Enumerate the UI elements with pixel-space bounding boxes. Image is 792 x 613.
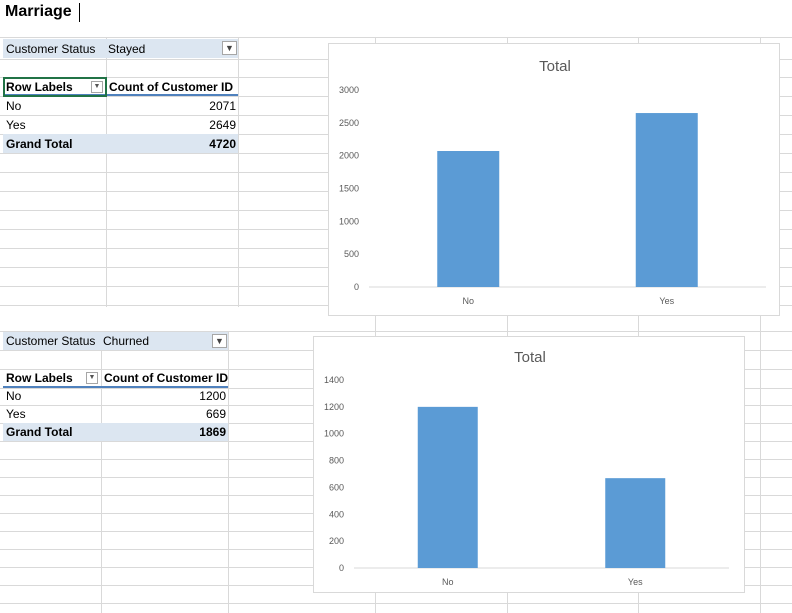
x-category-label: Yes: [628, 577, 643, 587]
x-category-label: No: [442, 577, 454, 587]
y-tick-label: 600: [329, 482, 344, 492]
chart-title: Total: [514, 349, 546, 366]
pivot-filter-value: Churned: [103, 334, 150, 348]
row-labels-dropdown-icon[interactable]: ▼: [86, 372, 98, 384]
bar-no: [437, 151, 500, 287]
chart-canvas: Total 0 200 400 600 800 1000 1200 1400 No Yes: [324, 349, 729, 587]
pivot-header-border: [3, 386, 228, 388]
x-category-label: No: [462, 296, 474, 306]
chart-canvas: Total 0 500 1000 1500 2000 2500 3000 No Yes: [339, 58, 766, 306]
pivot-filter-value: Stayed: [108, 42, 146, 56]
y-tick-label: 400: [329, 509, 344, 519]
y-tick-label: 1200: [324, 402, 344, 412]
gridline: [0, 331, 792, 332]
pivot-filter-band: [3, 39, 238, 58]
y-tick-label: 1500: [339, 184, 359, 194]
pivot-total-value: 1869: [199, 425, 226, 439]
text-cursor: [79, 3, 80, 22]
y-tick-label: 3000: [339, 85, 359, 95]
chart-title: Total: [539, 58, 571, 75]
gridline: [0, 37, 792, 38]
chart-churned[interactable]: Total 0 200 400 600 800 1000 1200 1400 No Yes: [313, 336, 745, 593]
pivot-row-label: Yes: [6, 118, 26, 132]
pivot-row-label: Yes: [6, 407, 26, 421]
gridline: [0, 603, 792, 604]
pivot-row-label: No: [6, 389, 22, 403]
gridline: [760, 37, 761, 613]
pivot-filter-band: [3, 332, 228, 350]
y-tick-label: 0: [354, 282, 359, 292]
pivot-header-row-labels: Row Labels: [6, 371, 73, 385]
pivot-header-border: [3, 94, 238, 96]
filter-dropdown-icon[interactable]: ▼: [212, 334, 227, 348]
y-tick-label: 500: [344, 249, 359, 259]
gridline: [375, 37, 376, 613]
pivot-total-label: Grand Total: [6, 425, 73, 439]
pivot-filter-label: Customer Status: [6, 42, 96, 56]
gridline: [507, 37, 508, 613]
sheet-title[interactable]: Marriage: [5, 3, 72, 20]
pivot-total-value: 4720: [209, 137, 236, 151]
pivot-row-label: No: [6, 99, 22, 113]
y-tick-label: 800: [329, 456, 344, 466]
y-tick-label: 1000: [324, 429, 344, 439]
pivot-row-value: 2071: [209, 99, 236, 113]
y-tick-label: 1400: [324, 375, 344, 385]
y-tick-label: 2500: [339, 118, 359, 128]
pivot-row-value: 2649: [209, 118, 236, 132]
gridline: [238, 37, 239, 307]
pivot-header-count: Count of Customer ID: [109, 80, 233, 94]
bar-no: [417, 406, 478, 568]
pivot-total-label: Grand Total: [6, 137, 73, 151]
pivot-row-value: 1200: [199, 389, 226, 403]
pivot-total-band: [3, 134, 238, 153]
y-tick-label: 0: [339, 563, 344, 573]
active-cell-highlight: [3, 77, 107, 97]
pivot-filter-label: Customer Status: [6, 334, 96, 348]
pivot-header-row-labels: Row Labels: [6, 80, 73, 94]
x-category-label: Yes: [659, 296, 674, 306]
bar-yes: [605, 478, 666, 568]
y-tick-label: 2000: [339, 151, 359, 161]
gridline: [101, 331, 102, 613]
gridline: [106, 37, 107, 307]
chart-stayed[interactable]: Total 0 500 1000 1500 2000 2500 3000 No Yes: [328, 43, 780, 316]
y-tick-label: 200: [329, 536, 344, 546]
gridline: [638, 37, 639, 613]
pivot-row-value: 669: [205, 407, 226, 421]
pivot-total-band: [3, 423, 228, 441]
bar-yes: [635, 113, 698, 287]
filter-dropdown-icon[interactable]: ▼: [222, 41, 237, 55]
row-labels-dropdown-icon[interactable]: ▼: [91, 81, 103, 93]
y-tick-label: 1000: [339, 216, 359, 226]
pivot-header-count: Count of Customer ID: [104, 371, 228, 385]
gridline: [228, 331, 229, 613]
